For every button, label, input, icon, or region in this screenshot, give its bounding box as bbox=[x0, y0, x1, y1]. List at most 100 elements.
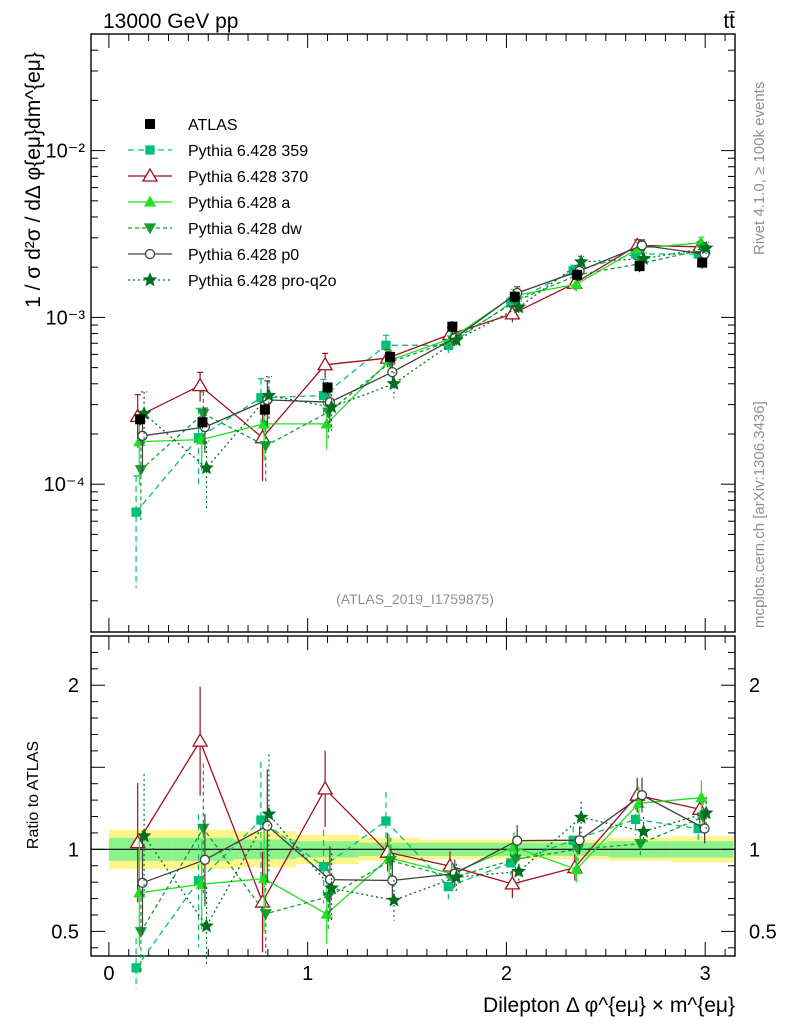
header-right-text: tt̄ bbox=[723, 10, 735, 33]
series-marker bbox=[197, 408, 210, 420]
legend-item: Pythia 6.428 359 bbox=[128, 143, 308, 160]
series-marker bbox=[571, 844, 585, 856]
atlas-data-point bbox=[447, 321, 458, 332]
y-tick-label: 10⁻² bbox=[46, 141, 86, 163]
series-marker bbox=[698, 240, 714, 255]
series-line-ratio bbox=[142, 794, 705, 884]
series-marker bbox=[573, 809, 589, 824]
series-marker bbox=[504, 875, 521, 890]
series-line-ratio bbox=[139, 797, 702, 915]
series-layer bbox=[129, 236, 714, 989]
legend-label: ATLAS bbox=[188, 117, 238, 134]
series-marker bbox=[630, 814, 641, 825]
legend-label: Pythia 6.428 p0 bbox=[188, 247, 299, 264]
series-line-main bbox=[142, 244, 705, 437]
series-marker bbox=[145, 145, 155, 155]
series-marker bbox=[133, 435, 146, 447]
series-marker bbox=[137, 877, 148, 888]
series-marker bbox=[141, 167, 159, 182]
series-line-main bbox=[135, 253, 699, 513]
series-marker bbox=[381, 340, 391, 350]
ratio-y-axis-title: Ratio to ATLAS bbox=[25, 741, 42, 849]
series-marker bbox=[384, 856, 397, 867]
ratio-tick-label-right: 2 bbox=[749, 675, 760, 697]
legend-item: Pythia 6.428 370 bbox=[128, 167, 308, 186]
series-marker bbox=[695, 791, 708, 803]
series-line-ratio bbox=[135, 818, 699, 969]
series-line-main bbox=[143, 247, 707, 469]
legend-label: Pythia 6.428 370 bbox=[188, 169, 308, 186]
series-marker bbox=[143, 223, 157, 235]
series-marker bbox=[199, 854, 211, 865]
series-marker bbox=[570, 863, 583, 875]
legend-item: Pythia 6.428 dw bbox=[128, 221, 302, 238]
atlas-data-point bbox=[509, 291, 520, 302]
legend-item: Pythia 6.428 pro-q2o bbox=[128, 272, 337, 290]
series-marker bbox=[511, 299, 527, 314]
ratio-tick-label-left: 2 bbox=[68, 675, 79, 697]
legend-marker bbox=[145, 119, 155, 129]
series-marker bbox=[324, 399, 339, 414]
atlas-data-point bbox=[197, 417, 208, 428]
series-marker bbox=[137, 430, 148, 441]
series-marker bbox=[199, 918, 214, 933]
atlas-data-point bbox=[259, 404, 270, 415]
series-marker bbox=[259, 441, 272, 453]
legend: ATLAS Pythia 6.428 359 Pythia 6.428 370 Pyt… bbox=[128, 117, 337, 290]
x-tick-label: 1 bbox=[302, 963, 313, 985]
header-left-text: 13000 GeV pp bbox=[103, 10, 238, 33]
series-marker bbox=[259, 909, 272, 921]
series-marker bbox=[386, 376, 402, 390]
series-marker bbox=[636, 790, 648, 801]
series-marker bbox=[195, 877, 208, 889]
series-marker bbox=[324, 874, 336, 885]
legend-item: Pythia 6.428 a bbox=[128, 195, 290, 212]
legend-label: Pythia 6.428 pro-q2o bbox=[188, 273, 337, 290]
mcplots-source-text: mcplots.cern.ch [arXiv:1306.3436] bbox=[751, 401, 768, 628]
series-line-ratio bbox=[137, 739, 700, 904]
atlas-data-point bbox=[384, 351, 395, 362]
series-marker bbox=[507, 840, 521, 852]
atlas-data-point bbox=[135, 414, 146, 425]
series-marker bbox=[443, 881, 454, 892]
series-marker bbox=[191, 732, 209, 747]
ratio-tick-label-left: 1 bbox=[68, 839, 79, 861]
series-marker bbox=[134, 927, 147, 939]
axes-frame: 10⁻⁴ 10⁻³ 10⁻² 0 1 2 3 0.5 0.5 1 1 2 2 bbox=[44, 33, 777, 985]
series-marker bbox=[574, 835, 585, 846]
series-marker bbox=[143, 195, 157, 207]
series-marker bbox=[636, 240, 648, 251]
series-marker bbox=[142, 272, 158, 287]
atlas-data-point bbox=[572, 269, 583, 280]
series-marker bbox=[448, 869, 464, 884]
series-marker bbox=[134, 465, 147, 477]
series-marker bbox=[511, 863, 527, 878]
series-marker bbox=[258, 417, 271, 429]
series-marker bbox=[258, 872, 271, 884]
main-plot-frame bbox=[90, 33, 736, 633]
ratio-tick-label-left: 0.5 bbox=[51, 921, 79, 943]
series-line-ratio bbox=[143, 812, 707, 928]
series-marker bbox=[144, 248, 156, 260]
series-marker bbox=[570, 277, 583, 289]
legend-label: Pythia 6.428 359 bbox=[188, 143, 308, 160]
series-marker bbox=[199, 460, 214, 475]
series-line-main bbox=[139, 242, 702, 443]
series-marker bbox=[197, 823, 210, 835]
series-marker bbox=[131, 507, 141, 517]
ratio-tick-label-right: 1 bbox=[749, 839, 760, 861]
series-marker bbox=[261, 387, 277, 402]
series-line-main bbox=[140, 248, 704, 471]
series-pythia-6-428-pro-q2o bbox=[136, 240, 714, 966]
series-marker bbox=[699, 823, 710, 834]
series-marker bbox=[320, 417, 333, 429]
rivet-version-text: Rivet 4.1.0, ≥ 100k events bbox=[751, 82, 768, 255]
legend-item: Pythia 6.428 p0 bbox=[128, 247, 299, 264]
atlas-data-layer bbox=[135, 257, 708, 429]
series-marker bbox=[131, 963, 141, 973]
series-marker bbox=[316, 356, 334, 371]
atlas-data-point bbox=[322, 382, 333, 393]
x-tick-label: 3 bbox=[700, 963, 711, 985]
